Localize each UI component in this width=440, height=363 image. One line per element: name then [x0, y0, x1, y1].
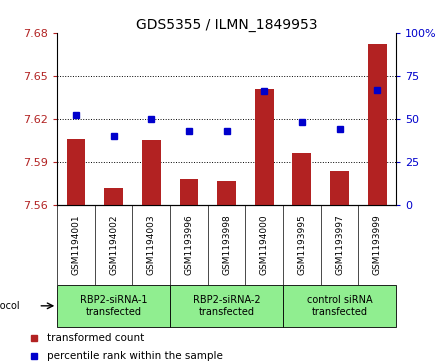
Bar — [170, 285, 283, 327]
Text: transformed count: transformed count — [47, 333, 144, 343]
Text: protocol: protocol — [0, 301, 19, 311]
Text: GSM1193997: GSM1193997 — [335, 215, 344, 276]
Text: GSM1194003: GSM1194003 — [147, 215, 156, 276]
Text: GSM1194000: GSM1194000 — [260, 215, 269, 276]
Bar — [368, 44, 387, 205]
Bar — [142, 140, 161, 205]
Bar — [217, 181, 236, 205]
Text: control siRNA
transfected: control siRNA transfected — [307, 295, 372, 317]
Bar — [293, 154, 312, 205]
Text: GSM1194002: GSM1194002 — [109, 215, 118, 275]
Text: GSM1193999: GSM1193999 — [373, 215, 381, 276]
Text: GSM1194001: GSM1194001 — [72, 215, 81, 276]
Bar — [180, 179, 198, 205]
Text: GSM1193995: GSM1193995 — [297, 215, 306, 276]
Bar — [330, 171, 349, 205]
Title: GDS5355 / ILMN_1849953: GDS5355 / ILMN_1849953 — [136, 18, 317, 32]
Text: RBP2-siRNA-1
transfected: RBP2-siRNA-1 transfected — [80, 295, 147, 317]
Bar — [255, 89, 274, 205]
Bar — [57, 285, 170, 327]
Bar — [283, 285, 396, 327]
Bar — [104, 188, 123, 205]
Bar — [66, 139, 85, 205]
Text: GSM1193996: GSM1193996 — [184, 215, 194, 276]
Text: percentile rank within the sample: percentile rank within the sample — [47, 351, 223, 361]
Text: RBP2-siRNA-2
transfected: RBP2-siRNA-2 transfected — [193, 295, 260, 317]
Text: GSM1193998: GSM1193998 — [222, 215, 231, 276]
